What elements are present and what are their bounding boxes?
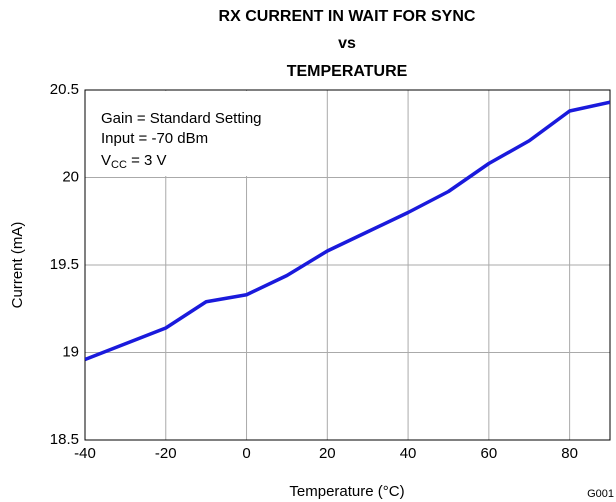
- x-tick-label: 40: [400, 445, 417, 462]
- annotation-background: [86, 91, 311, 176]
- chart-title: RX CURRENT IN WAIT FOR SYNC: [219, 8, 476, 25]
- figure-id: G001: [587, 488, 614, 500]
- data-line: [85, 100, 610, 362]
- annotation: Gain = Standard Setting: [101, 110, 262, 127]
- x-tick-label: 60: [481, 445, 498, 462]
- annotation-subscript: CC: [111, 159, 127, 171]
- annotation-symbol: V: [101, 152, 111, 169]
- annotation: VCC = 3 V: [101, 152, 167, 171]
- chart-title: vs: [338, 35, 356, 52]
- annotation-text: = 3 V: [127, 152, 167, 169]
- y-tick-label: 20: [62, 168, 79, 185]
- x-axis-label: Temperature (°C): [289, 483, 404, 500]
- y-tick-label: 20.5: [50, 81, 79, 98]
- plot-frame: [84, 89, 611, 441]
- x-tick-label: 0: [242, 445, 250, 462]
- x-tick-label: -20: [155, 445, 177, 462]
- x-tick-label: 80: [561, 445, 578, 462]
- y-tick-label: 19.5: [50, 256, 79, 273]
- y-tick-label: 18.5: [50, 431, 79, 448]
- annotation: Input = -70 dBm: [101, 130, 208, 147]
- y-tick-label: 19: [62, 343, 79, 360]
- x-tick-label: 20: [319, 445, 336, 462]
- y-axis-label: Current (mA): [9, 222, 26, 309]
- x-tick-label: -40: [74, 445, 96, 462]
- chart-title: TEMPERATURE: [287, 63, 408, 80]
